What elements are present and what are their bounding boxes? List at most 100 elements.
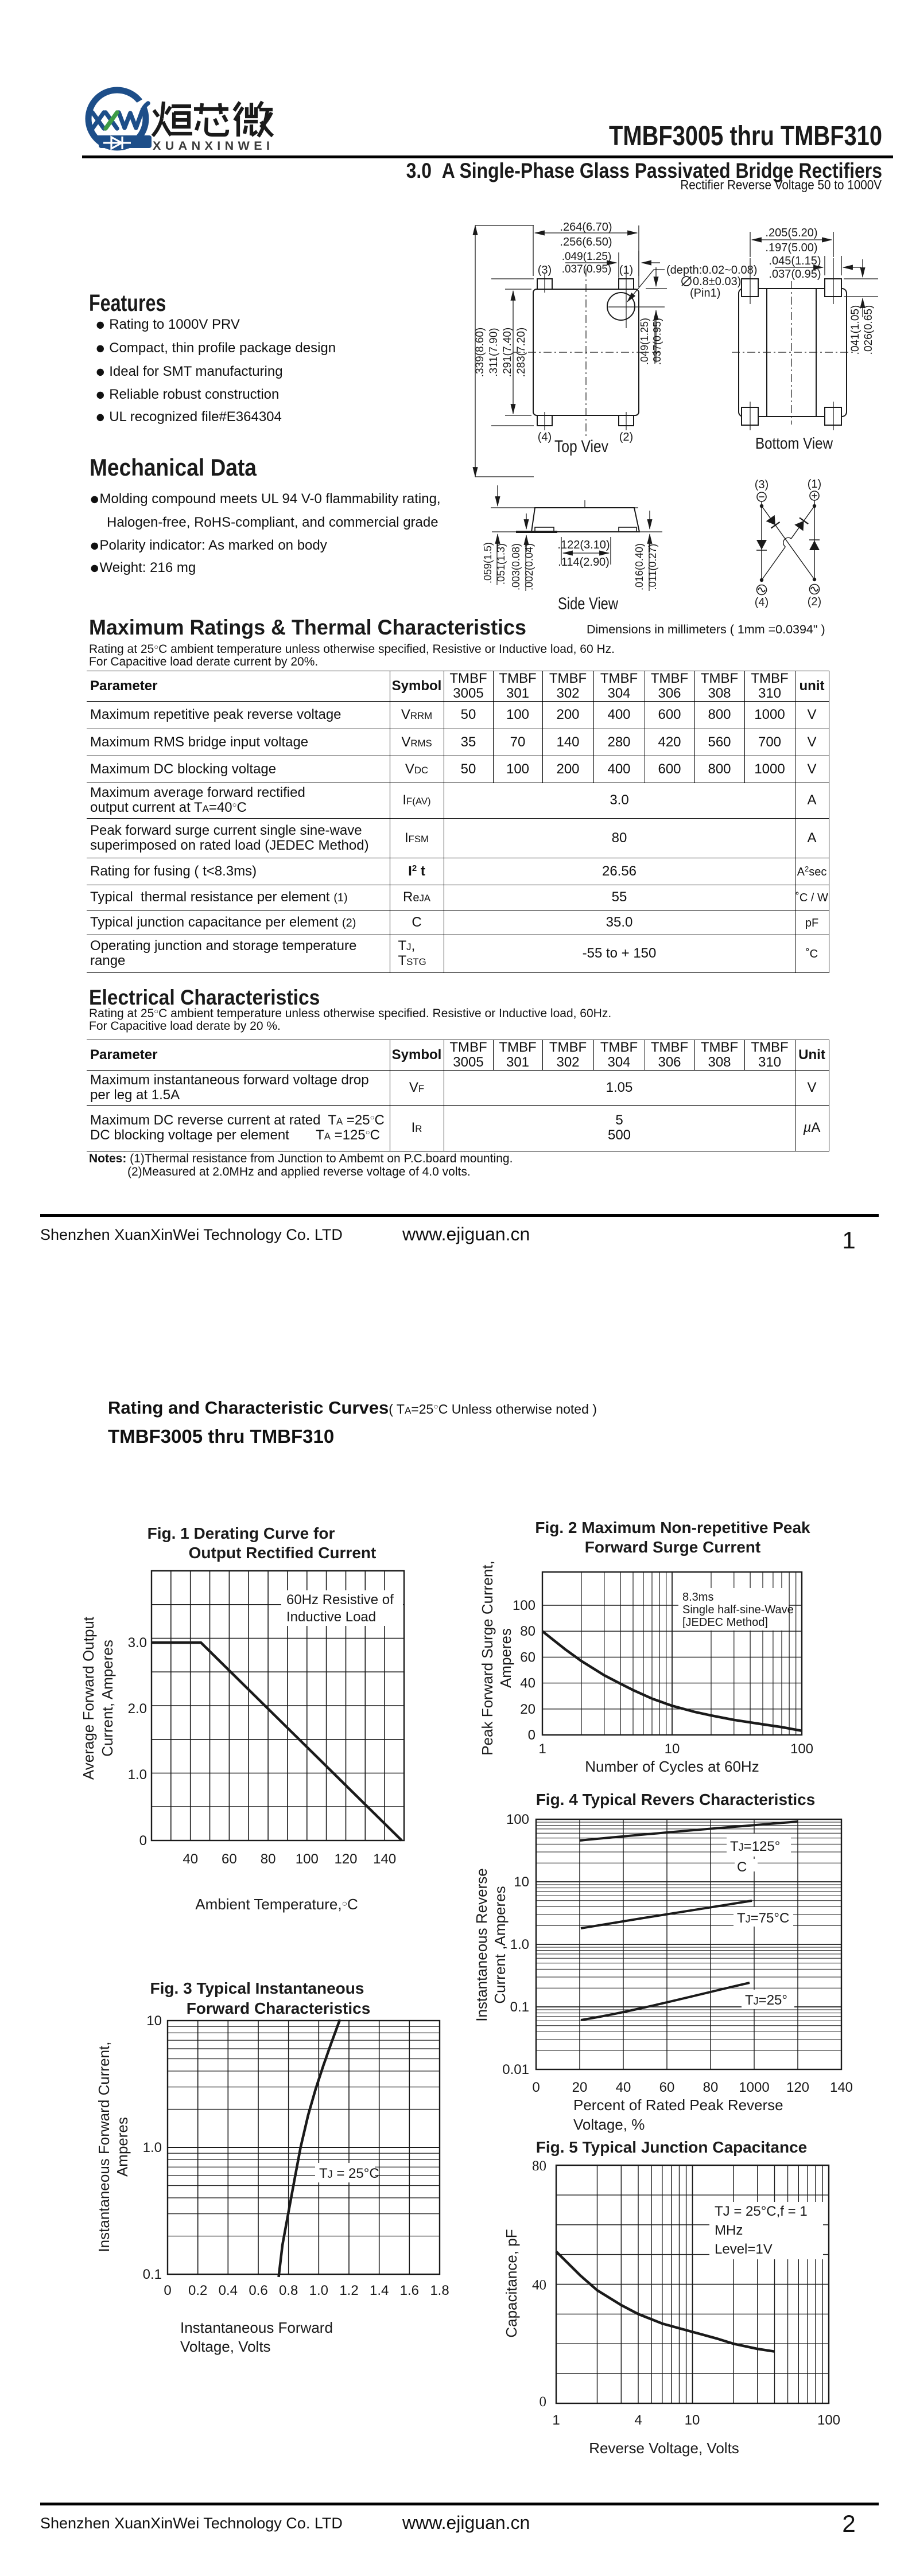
svg-text:.037(0.95): .037(0.95): [651, 318, 663, 365]
svg-text:1.0: 1.0: [143, 2140, 162, 2155]
svg-text:.026(0.65): .026(0.65): [863, 305, 875, 355]
svg-text:1000: 1000: [739, 2080, 769, 2095]
svg-text:1.4: 1.4: [370, 2283, 389, 2298]
svg-text:XUANXINWEI: XUANXINWEI: [153, 139, 274, 153]
svg-text:.283(7.20): .283(7.20): [515, 328, 527, 378]
svg-text:Single half-sine-Wave: Single half-sine-Wave: [682, 1604, 794, 1616]
svg-text:1.0: 1.0: [128, 1767, 147, 1783]
svg-text:.049(1.25): .049(1.25): [639, 318, 650, 365]
svg-text:0.1: 0.1: [510, 1999, 529, 2015]
svg-text:0.1: 0.1: [143, 2267, 162, 2282]
svg-text:Fig. 4 Typical Revers Characte: Fig. 4 Typical Revers Characteristics: [536, 1791, 816, 1808]
svg-text:3.0: 3.0: [128, 1635, 147, 1651]
svg-text:(3): (3): [538, 264, 552, 277]
svg-text:TJ=125°: TJ=125°: [730, 1839, 780, 1854]
svg-text:.049(1.25): .049(1.25): [562, 251, 612, 263]
svg-text:40: 40: [532, 2278, 546, 2293]
svg-text:.122(3.10): .122(3.10): [557, 539, 610, 551]
svg-text:8.3ms: 8.3ms: [682, 1591, 713, 1604]
svg-text:.114(2.90): .114(2.90): [558, 556, 610, 569]
svg-text:Level=1V: Level=1V: [715, 2242, 773, 2257]
svg-text:(2): (2): [808, 596, 821, 608]
svg-text:1.0: 1.0: [309, 2283, 328, 2298]
svg-text:(1): (1): [619, 264, 633, 277]
svg-text:10: 10: [146, 2013, 162, 2029]
svg-text:60: 60: [659, 2080, 675, 2095]
svg-text:1.0: 1.0: [510, 1937, 529, 1952]
svg-text:.311(7.90): .311(7.90): [488, 328, 500, 376]
svg-text:.339(8.60): .339(8.60): [474, 328, 486, 378]
svg-text:TJ=75°C: TJ=75°C: [737, 1910, 789, 1926]
svg-text:Fig. 3 Typical Instantaneous: Fig. 3 Typical Instantaneous: [150, 1979, 364, 1997]
svg-text:Side View: Side View: [558, 594, 618, 613]
svg-text:40: 40: [616, 2080, 631, 2095]
svg-text:10: 10: [685, 2412, 700, 2428]
svg-text:Instantaneous Forward: Instantaneous Forward: [180, 2319, 333, 2336]
svg-text:60: 60: [222, 1851, 237, 1867]
svg-text:Average Forward Output: Average Forward Output: [80, 1616, 97, 1780]
svg-text:1: 1: [538, 1741, 546, 1757]
svg-text:.037(0.95): .037(0.95): [562, 263, 612, 275]
svg-text:80: 80: [703, 2080, 719, 2095]
svg-text:Reverse Voltage, Volts: Reverse Voltage, Volts: [589, 2439, 739, 2457]
svg-text:Top Viev: Top Viev: [554, 437, 608, 456]
svg-text:0: 0: [139, 1833, 147, 1849]
svg-text:TJ = 25°C,f = 1: TJ = 25°C,f = 1: [715, 2204, 808, 2219]
svg-text:100: 100: [513, 1598, 535, 1613]
svg-text:.003(0.08): .003(0.08): [510, 543, 522, 590]
svg-text:Bottom View: Bottom View: [755, 434, 833, 452]
svg-text:.205(5.20): .205(5.20): [765, 227, 817, 239]
svg-text:0.8±0.03): 0.8±0.03): [693, 275, 741, 288]
svg-text:60Hz Resistive of: 60Hz Resistive of: [286, 1592, 394, 1608]
svg-text:.041(1.05): .041(1.05): [849, 305, 861, 355]
svg-text:Amperes: Amperes: [497, 1628, 514, 1688]
svg-text:0: 0: [540, 2394, 547, 2410]
svg-text:100: 100: [296, 1851, 319, 1867]
svg-text:Percent of Rated Peak Reverse: Percent of Rated Peak Reverse: [573, 2096, 783, 2114]
svg-text:1.2: 1.2: [339, 2283, 358, 2298]
svg-text:(3): (3): [755, 478, 769, 491]
svg-text:[JEDEC Method]: [JEDEC Method]: [682, 1616, 768, 1629]
svg-text:120: 120: [334, 1851, 357, 1867]
svg-text:Current ,Amperes: Current ,Amperes: [491, 1886, 509, 2003]
svg-text:MHz: MHz: [715, 2223, 743, 2238]
svg-text:(2): (2): [619, 431, 633, 443]
svg-text:1: 1: [552, 2412, 560, 2428]
svg-text:Forward Surge Current: Forward Surge Current: [585, 1538, 760, 1556]
svg-text:Forward Characteristics: Forward Characteristics: [187, 1999, 371, 2017]
svg-text:.264(6.70): .264(6.70): [560, 221, 612, 234]
svg-text:.291(7.40): .291(7.40): [502, 328, 514, 378]
svg-text:40: 40: [520, 1676, 535, 1691]
svg-text:2.0: 2.0: [128, 1701, 147, 1717]
svg-text:20: 20: [520, 1702, 535, 1717]
svg-text:0: 0: [164, 2283, 171, 2298]
svg-text:Voltage, Volts: Voltage, Volts: [180, 2338, 271, 2355]
svg-text:40: 40: [183, 1851, 198, 1867]
svg-text:.051(1.3): .051(1.3): [495, 543, 507, 585]
svg-text:20: 20: [572, 2080, 588, 2095]
svg-text:Current, Amperes: Current, Amperes: [99, 1640, 116, 1757]
svg-text:Number of Cycles at 60Hz: Number of Cycles at 60Hz: [585, 1758, 759, 1775]
svg-text:100: 100: [506, 1812, 529, 1827]
svg-text:140: 140: [830, 2080, 853, 2095]
svg-text:Inductive Load: Inductive Load: [286, 1609, 376, 1625]
svg-text:4: 4: [634, 2412, 642, 2428]
svg-text:60: 60: [520, 1649, 535, 1665]
svg-text:Fig. 5 Typical Junction Capaci: Fig. 5 Typical Junction Capacitance: [536, 2138, 808, 2156]
svg-text:.197(5.00): .197(5.00): [765, 242, 817, 254]
svg-text:Voltage, %: Voltage, %: [573, 2116, 645, 2133]
svg-text:0.8: 0.8: [279, 2283, 298, 2298]
svg-text:C: C: [737, 1859, 747, 1875]
svg-text:.037(0.95): .037(0.95): [769, 268, 821, 281]
svg-text:1.6: 1.6: [400, 2283, 419, 2298]
svg-text:0: 0: [532, 2080, 540, 2095]
svg-text:Capacitance, pF: Capacitance, pF: [503, 2229, 520, 2337]
svg-text:(Pin1): (Pin1): [690, 287, 720, 299]
svg-text:.011(0.27): .011(0.27): [647, 544, 658, 590]
svg-text:.016(0.40): .016(0.40): [634, 543, 645, 590]
svg-text:(4): (4): [538, 431, 552, 443]
svg-text:Amperes: Amperes: [114, 2117, 131, 2177]
svg-text:.059(1.5): .059(1.5): [482, 542, 494, 583]
svg-text:.256(6.50): .256(6.50): [560, 236, 612, 248]
svg-text:140: 140: [373, 1851, 396, 1867]
